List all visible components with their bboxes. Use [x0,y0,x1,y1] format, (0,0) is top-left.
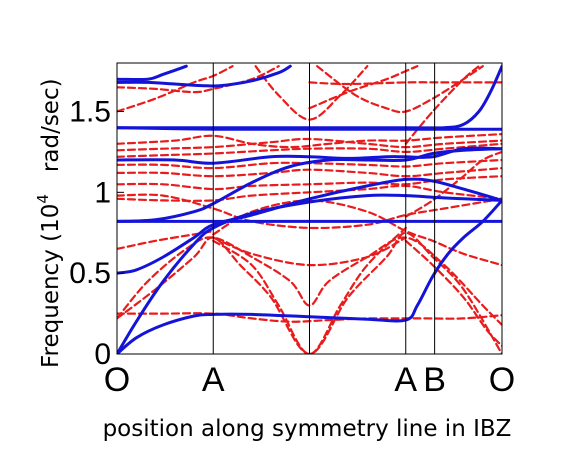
y-axis-title-unit: rad/sec) [38,78,64,172]
dashed-band-curve [404,65,480,145]
y-tick-label: 0.5 [69,257,111,290]
y-tick-label: 1.5 [69,96,111,129]
dashed-band-curve [404,150,502,218]
solid-band-curve [117,64,188,82]
y-axis-title-sup: 4 [34,194,52,204]
dashed-band-curve [117,193,502,230]
symmetry-point-label: O [489,361,515,399]
dashed-band-curve [308,81,502,86]
symmetry-point-label: A [202,361,225,399]
solid-band-curve [117,146,502,165]
symmetry-point-label: O [104,361,130,399]
y-tick-label: 1 [94,176,111,209]
dashed-band-curve [117,65,280,94]
y-ticks: 0 0.5 1 1.5 [69,96,124,371]
y-axis-title: Frequency (104 rad/sec) [34,78,64,368]
x-axis-title: position along symmetry line in IBZ [103,416,512,442]
dashed-band-curve [117,65,234,113]
y-axis-title-main: Frequency (10 [38,204,64,368]
solid-band-curve [117,64,292,88]
symmetry-lines [212,63,436,354]
dashed-band-curve [308,65,419,110]
plot-frame [116,62,503,355]
dashed-band-curve [404,239,502,347]
y-tick-label: 0 [94,338,111,371]
symmetry-point-label: B [423,361,446,399]
dashed-band-curve [316,65,484,114]
dashed-band-curve [212,226,407,354]
solid-band-curve [117,198,502,354]
symmetry-point-label: A [394,361,417,399]
